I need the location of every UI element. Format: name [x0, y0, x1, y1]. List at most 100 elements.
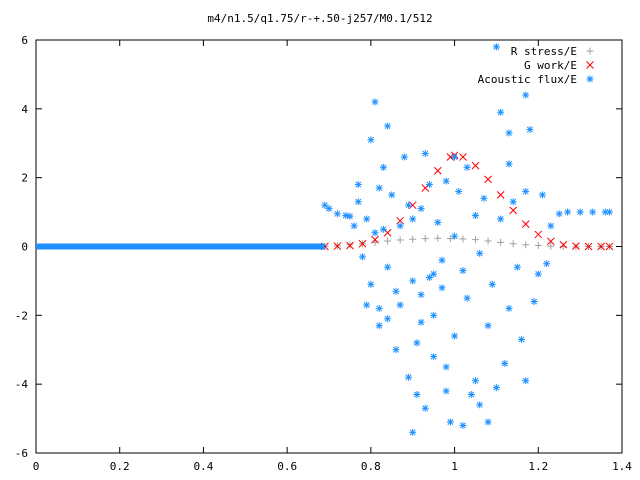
data-point	[505, 129, 513, 137]
data-point	[564, 208, 572, 216]
data-point	[484, 175, 492, 184]
data-point	[371, 229, 379, 237]
series-layer	[36, 43, 614, 436]
data-point-stroke	[514, 264, 521, 271]
data-point	[400, 153, 408, 161]
data-point	[505, 160, 513, 168]
data-point	[484, 418, 492, 426]
data-point	[534, 270, 542, 278]
data-point-stroke	[380, 164, 387, 171]
data-point	[513, 263, 521, 271]
data-point-stroke	[426, 274, 433, 281]
data-point-stroke	[606, 209, 613, 216]
data-point-stroke	[405, 374, 412, 381]
data-point-stroke	[484, 175, 492, 184]
data-point	[526, 125, 534, 133]
data-point	[434, 218, 442, 226]
data-point-stroke	[405, 202, 412, 209]
data-point-stroke	[397, 222, 404, 229]
data-point-stroke	[543, 260, 550, 267]
data-point-stroke	[451, 233, 458, 240]
data-point	[425, 273, 433, 281]
data-point	[409, 235, 417, 243]
data-point-stroke	[355, 181, 362, 188]
data-point	[396, 236, 404, 244]
data-point	[501, 360, 509, 368]
data-point-stroke	[468, 391, 475, 398]
data-point-stroke	[443, 388, 450, 395]
data-point-stroke	[485, 322, 492, 329]
data-point	[451, 232, 459, 240]
data-point-stroke	[409, 277, 416, 284]
data-point	[497, 215, 505, 223]
data-point	[409, 428, 417, 436]
data-point	[442, 177, 450, 185]
data-point-stroke	[605, 242, 614, 251]
series-r-stress-e	[321, 234, 613, 251]
y-tick-label: 2	[21, 172, 28, 185]
data-point	[438, 256, 446, 264]
data-point-stroke	[577, 209, 584, 216]
data-point-stroke	[534, 230, 543, 239]
data-point	[597, 242, 605, 251]
data-point	[434, 234, 442, 242]
data-point-stroke	[355, 198, 362, 205]
data-point	[371, 235, 379, 244]
y-tick-label: -2	[15, 309, 28, 322]
data-point-stroke	[367, 281, 374, 288]
data-point	[492, 384, 500, 392]
data-point	[459, 153, 467, 161]
data-point	[522, 187, 530, 195]
data-point	[433, 166, 442, 175]
data-point	[417, 291, 425, 299]
chart-title: m4/n1.5/q1.75/r-+.50-j257/M0.1/512	[207, 12, 432, 25]
data-point	[555, 210, 563, 218]
data-point-stroke	[384, 315, 391, 322]
data-point-stroke	[539, 191, 546, 198]
data-point-stroke	[376, 305, 383, 312]
data-point-stroke	[430, 312, 437, 319]
data-point	[346, 212, 354, 220]
data-point	[509, 206, 518, 215]
data-point	[383, 228, 392, 237]
legend-marker	[586, 75, 594, 83]
data-point	[576, 208, 584, 216]
data-point	[413, 390, 421, 398]
data-point-stroke	[413, 391, 420, 398]
legend-marker	[586, 61, 594, 69]
data-point	[354, 198, 362, 206]
data-point	[396, 222, 404, 230]
legend-marker-stroke	[586, 61, 594, 69]
data-point-stroke	[480, 195, 487, 202]
data-point	[375, 304, 383, 312]
data-point	[521, 220, 530, 228]
data-point-stroke	[372, 229, 379, 236]
data-point	[430, 353, 438, 361]
data-point	[417, 205, 425, 213]
data-point	[375, 322, 383, 330]
data-point-stroke	[430, 271, 437, 278]
data-point	[559, 240, 568, 249]
data-point	[388, 191, 396, 199]
data-point	[559, 243, 567, 250]
data-point	[358, 239, 367, 248]
data-point-stroke	[392, 288, 399, 295]
data-point-stroke	[418, 205, 425, 212]
legend-marker	[586, 47, 594, 55]
data-point-stroke	[464, 295, 471, 302]
data-point	[421, 235, 429, 243]
data-point	[384, 315, 392, 323]
data-point-stroke	[383, 228, 392, 237]
data-point	[425, 181, 433, 189]
data-point-stroke	[472, 377, 479, 384]
data-point-stroke	[506, 305, 512, 312]
data-point	[392, 287, 400, 295]
data-point	[430, 311, 438, 319]
legend-label: Acoustic flux/E	[478, 73, 577, 86]
data-point-stroke	[321, 202, 328, 209]
data-point-stroke	[459, 153, 467, 161]
data-point-stroke	[497, 215, 504, 222]
data-point	[538, 191, 546, 199]
data-point-stroke	[485, 419, 492, 426]
